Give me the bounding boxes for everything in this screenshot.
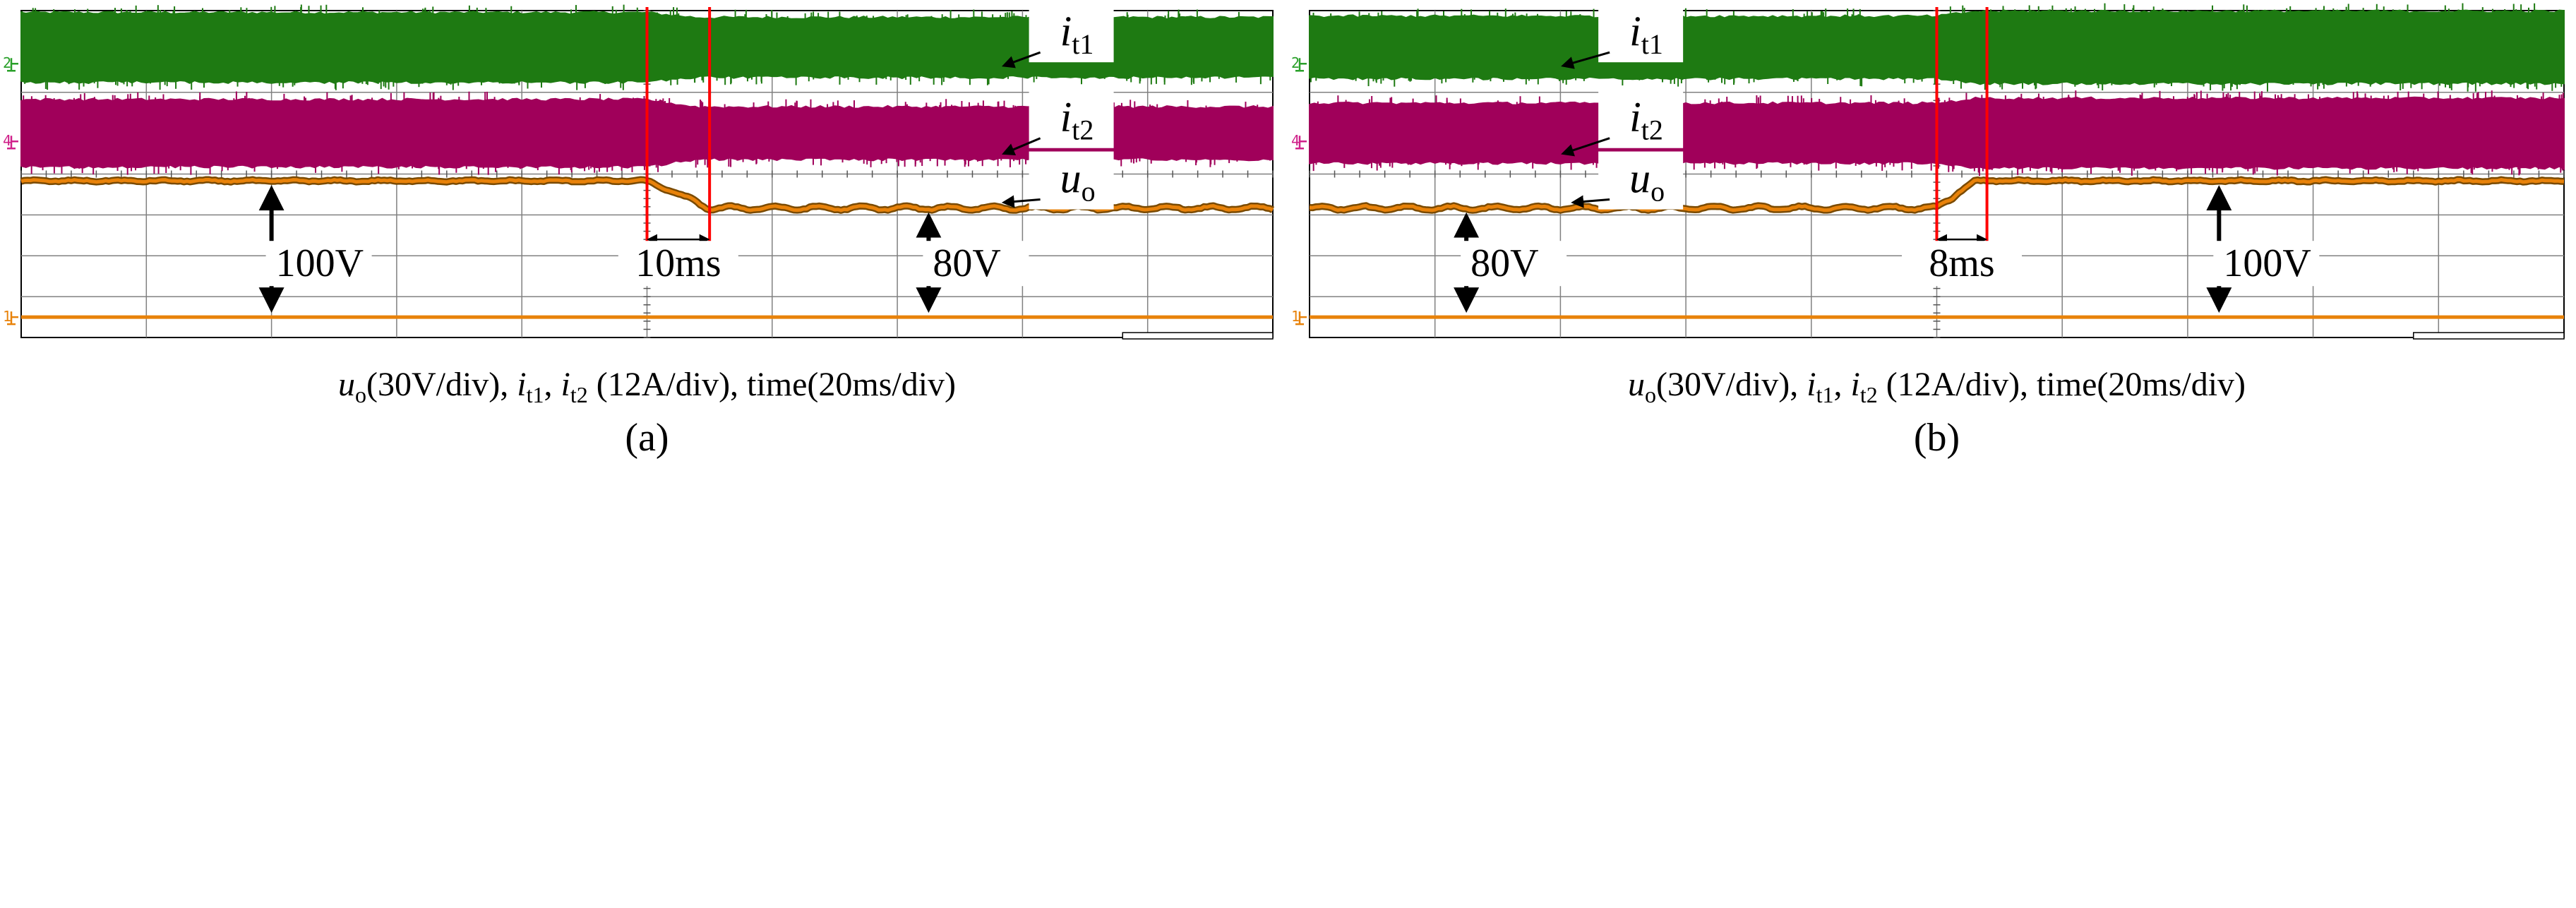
- series-label-it1: it1: [1060, 8, 1094, 60]
- ground-icon: [1295, 311, 1307, 325]
- series-label-bg: [1029, 151, 1114, 210]
- ground-icon: [7, 136, 18, 150]
- caption: uo(30V/div), it1, it2 (12A/div), time(20…: [338, 366, 956, 407]
- panel-label: (a): [625, 416, 669, 460]
- ground-icon: [1295, 58, 1307, 72]
- series-pointer-arrow: [1561, 137, 1610, 157]
- frame-notch: [2413, 332, 2565, 340]
- series-label-bg: [1598, 90, 1684, 148]
- series-label-it2: it2: [1629, 94, 1663, 146]
- voltage-label-bg: [2213, 241, 2320, 287]
- series-label-it1: it1: [1629, 8, 1663, 60]
- panel-label: (b): [1914, 416, 1960, 460]
- panel-b: 2 4 1 8ms 80V 100V it1 it2 uo uo(30V/div), it1, i…: [1291, 3, 2565, 460]
- series-pointer-arrow: [1561, 51, 1610, 69]
- series-label-bg: [1598, 4, 1684, 63]
- ground-icon: [7, 311, 18, 325]
- voltage-label-bg: [923, 241, 1029, 287]
- series-label-bg: [1598, 151, 1684, 210]
- duration-label-bg: [618, 241, 738, 287]
- voltage-label-bg: [1461, 241, 1567, 287]
- voltage-label: 80V: [1470, 241, 1538, 285]
- series-label-bg: [1029, 90, 1114, 148]
- channel-marker-ch4: 4: [1291, 132, 1300, 149]
- ground-icon: [7, 58, 18, 72]
- duration-label: 10ms: [635, 241, 721, 285]
- series-pointer-arrow: [1001, 51, 1041, 68]
- voltage-label: 100V: [2223, 241, 2311, 285]
- series-pointer-arrow: [1002, 137, 1041, 156]
- channel-marker-ch1: 1: [3, 308, 11, 325]
- panel-a: 2 4 1 10ms 100V 80V it1 it2 uo uo(30V/div), it1, …: [3, 4, 1275, 460]
- duration-label: 8ms: [1929, 241, 1994, 285]
- channel-marker-ch2: 2: [3, 54, 11, 71]
- channel-marker-ch2: 2: [1291, 54, 1300, 71]
- ground-icon: [1295, 136, 1307, 150]
- series-label-it2: it2: [1060, 94, 1094, 146]
- series-label-bg: [1029, 4, 1114, 63]
- series-label-uo: uo: [1629, 155, 1665, 208]
- voltage-label: 80V: [933, 241, 1000, 285]
- series-pointer-arrow: [1001, 195, 1041, 208]
- voltage-label: 100V: [276, 241, 364, 285]
- series-label-uo: uo: [1060, 155, 1096, 208]
- duration-label-bg: [1902, 241, 2023, 287]
- channel-marker-ch4: 4: [3, 132, 11, 149]
- channel-marker-ch1: 1: [1291, 308, 1300, 325]
- caption: uo(30V/div), it1, it2 (12A/div), time(20…: [1628, 366, 2246, 407]
- frame-notch: [1122, 332, 1274, 340]
- voltage-label-bg: [265, 241, 372, 287]
- series-pointer-arrow: [1571, 195, 1610, 208]
